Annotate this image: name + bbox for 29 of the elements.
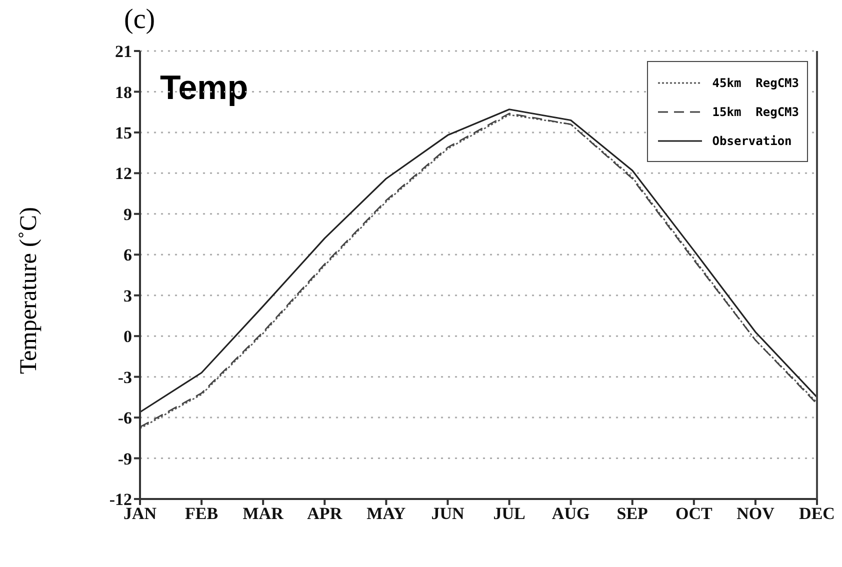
x-tick-label: APR [307, 504, 343, 524]
y-tick-label: 12 [115, 164, 132, 184]
x-tick-label: MAR [242, 504, 284, 524]
y-tick-label: 6 [124, 246, 132, 265]
x-tick-label: NOV [736, 504, 776, 524]
y-tick-label: 0 [124, 327, 132, 346]
x-tick-label: AUG [552, 504, 590, 524]
y-tick-label: -9 [118, 449, 132, 468]
x-tick-label: DEC [799, 504, 835, 524]
legend-label: 15km RegCM3 [712, 104, 799, 118]
chart-title: (c) [124, 4, 156, 36]
x-tick-label: JUL [493, 504, 526, 524]
x-tick-label: MAY [366, 504, 406, 524]
y-tick-label: 21 [115, 42, 132, 62]
y-tick-label: 3 [124, 286, 132, 306]
y-tick-label: -6 [118, 408, 132, 428]
x-tick-label: FEB [185, 504, 218, 524]
y-tick-label: -3 [118, 368, 132, 387]
x-tick-label: SEP [616, 504, 648, 524]
x-tick-label: JAN [123, 504, 158, 524]
legend-label: Observation [712, 134, 792, 148]
y-axis-title: Temperature (˚C) [16, 206, 42, 374]
y-tick-label: 15 [115, 123, 132, 142]
legend-label: 45km RegCM3 [712, 76, 799, 90]
x-tick-label: OCT [675, 504, 713, 524]
y-tick-label: 18 [115, 82, 132, 102]
annotation: Temp [160, 69, 248, 108]
y-tick-label: 9 [124, 204, 132, 224]
x-tick-label: JUN [431, 504, 465, 524]
